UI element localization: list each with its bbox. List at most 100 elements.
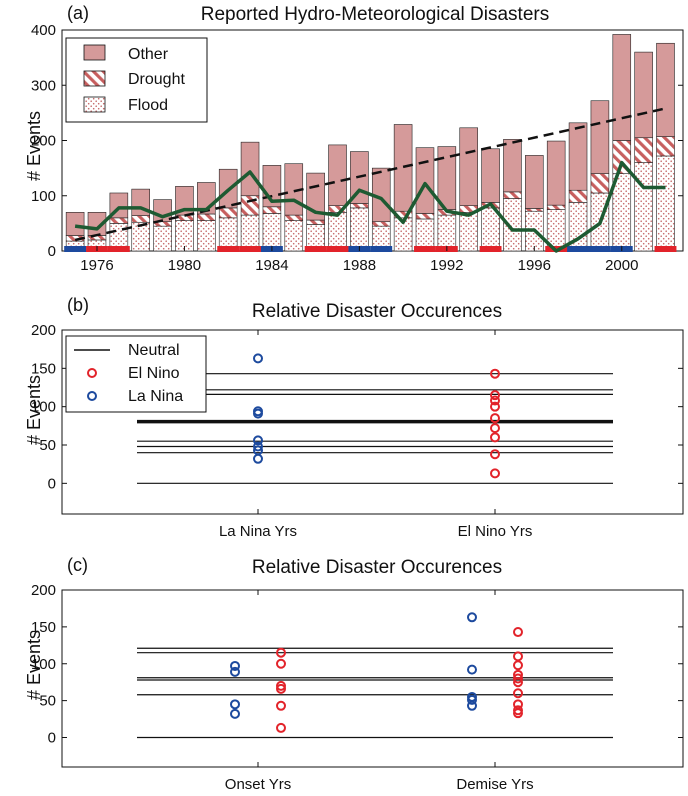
panel-c-y-tick-label: 50 xyxy=(39,693,56,710)
panel-c-x-tick-label: Demise Yrs xyxy=(456,776,533,791)
la-nina-point xyxy=(230,708,240,719)
legend-la-nina-marker xyxy=(87,391,97,401)
panel-c-y-tick-label: 200 xyxy=(31,582,56,599)
panel-b-y-axis-label: # Events xyxy=(24,375,44,445)
bar-drought xyxy=(656,136,675,157)
bar-drought xyxy=(590,173,610,194)
bar-flood xyxy=(656,155,675,252)
legend-el-nino-label: El Nino xyxy=(128,365,180,382)
bar-flood xyxy=(240,214,260,252)
bar-other xyxy=(415,147,435,214)
la-nina-point xyxy=(253,408,263,419)
el-nino-year-marker xyxy=(654,246,677,252)
el-nino-year-marker xyxy=(414,246,436,252)
panel-a-title: Reported Hydro-Meteorological Disasters xyxy=(201,4,549,25)
panel-a-x-tick-label: 1992 xyxy=(430,257,463,274)
la-nina-point xyxy=(230,660,240,671)
el-nino-point xyxy=(490,401,500,412)
la-nina-year-marker xyxy=(370,246,393,252)
el-nino-point xyxy=(276,683,286,694)
bar-other xyxy=(328,144,347,206)
bar-drought xyxy=(415,213,435,220)
panel-c-x-tick-label: Onset Yrs xyxy=(225,776,291,791)
panel-b-legend: Neutral El Nino La Nina xyxy=(65,335,207,413)
el-nino-point xyxy=(276,658,286,669)
panel-b-y-tick-label: 200 xyxy=(31,322,56,339)
bar-drought xyxy=(218,207,238,219)
bar-drought xyxy=(568,189,588,203)
el-nino-point xyxy=(513,660,523,671)
legend-flood-label: Flood xyxy=(128,97,168,114)
legend-drought-swatch xyxy=(83,70,106,87)
el-nino-point xyxy=(276,647,286,658)
bar-drought xyxy=(371,221,391,227)
panel-c-title: Relative Disaster Occurences xyxy=(252,557,502,578)
panel-a-x-tick-label: 1988 xyxy=(343,257,376,274)
el-nino-point xyxy=(490,413,500,424)
bar-flood xyxy=(350,207,369,252)
bar-drought xyxy=(131,215,150,223)
bar-drought xyxy=(109,217,129,224)
el-nino-point xyxy=(490,368,500,379)
bar-drought xyxy=(503,191,522,199)
panel-a-y-tick-label: 200 xyxy=(31,133,56,150)
bar-drought xyxy=(262,206,282,214)
panel-a-y-tick-label: 0 xyxy=(48,243,56,260)
bar-other xyxy=(65,212,85,236)
el-nino-year-marker xyxy=(326,246,349,252)
el-nino-year-marker xyxy=(217,246,240,252)
el-nino-point xyxy=(276,700,286,711)
panel-a-x-tick-label: 1976 xyxy=(80,257,113,274)
panel-c-label: (c) xyxy=(67,555,88,575)
bar-drought xyxy=(306,219,325,225)
el-nino-point xyxy=(490,395,500,406)
bar-other xyxy=(590,100,610,174)
bar-other xyxy=(634,51,653,139)
panel-c-y-axis-label: # Events xyxy=(24,630,44,700)
legend-el-nino-marker xyxy=(87,368,97,378)
el-nino-point xyxy=(513,627,523,638)
la-nina-year-marker xyxy=(64,246,87,252)
bar-flood xyxy=(328,212,347,252)
bar-flood xyxy=(262,213,282,252)
legend-other-swatch xyxy=(83,44,106,61)
bar-flood xyxy=(481,207,500,252)
legend-drought-label: Drought xyxy=(128,71,185,88)
bar-other xyxy=(503,139,522,193)
el-nino-point xyxy=(490,468,500,479)
la-nina-point xyxy=(253,441,263,452)
trend-line xyxy=(74,107,666,242)
el-nino-point xyxy=(513,673,523,684)
panel-a-y-tick-label: 300 xyxy=(31,77,56,94)
la-nina-point xyxy=(467,664,477,675)
el-nino-point xyxy=(513,688,523,699)
panel-a-y-axis-label: # Events xyxy=(24,111,44,181)
el-nino-year-marker xyxy=(479,246,502,252)
el-nino-point xyxy=(513,651,523,662)
panel-b-y-tick-label: 100 xyxy=(31,399,56,416)
panel-a-y-tick-label: 100 xyxy=(31,188,56,205)
panel-c-y-tick-label: 100 xyxy=(31,656,56,673)
la-nina-point xyxy=(467,612,477,623)
panel-b-plot-area: 0 50 100 150 200 La Nina Yrs El Nino Yrs xyxy=(31,322,684,540)
la-nina-point xyxy=(467,700,477,711)
el-nino-point xyxy=(513,708,523,719)
bar-other xyxy=(612,34,632,141)
la-nina-year-marker xyxy=(567,246,589,252)
bar-flood xyxy=(437,214,457,252)
panel-c-plot-area: 0 50 100 150 200 Onset Yrs Demise Yrs xyxy=(31,582,684,793)
panel-a-label: (a) xyxy=(67,3,89,23)
bar-other xyxy=(525,155,544,209)
bar-other xyxy=(459,127,478,206)
bar-drought xyxy=(546,204,566,210)
panel-b-y-tick-label: 150 xyxy=(31,360,56,377)
legend-la-nina-label: La Nina xyxy=(128,388,183,405)
panel-b-x-tick-label: La Nina Yrs xyxy=(219,523,297,540)
panel-b-label: (b) xyxy=(67,295,89,315)
green-series-line xyxy=(74,160,666,253)
panel-c-y-tick-label: 0 xyxy=(48,730,56,747)
bar-other xyxy=(656,42,675,137)
el-nino-point xyxy=(490,449,500,460)
el-nino-point xyxy=(490,432,500,443)
